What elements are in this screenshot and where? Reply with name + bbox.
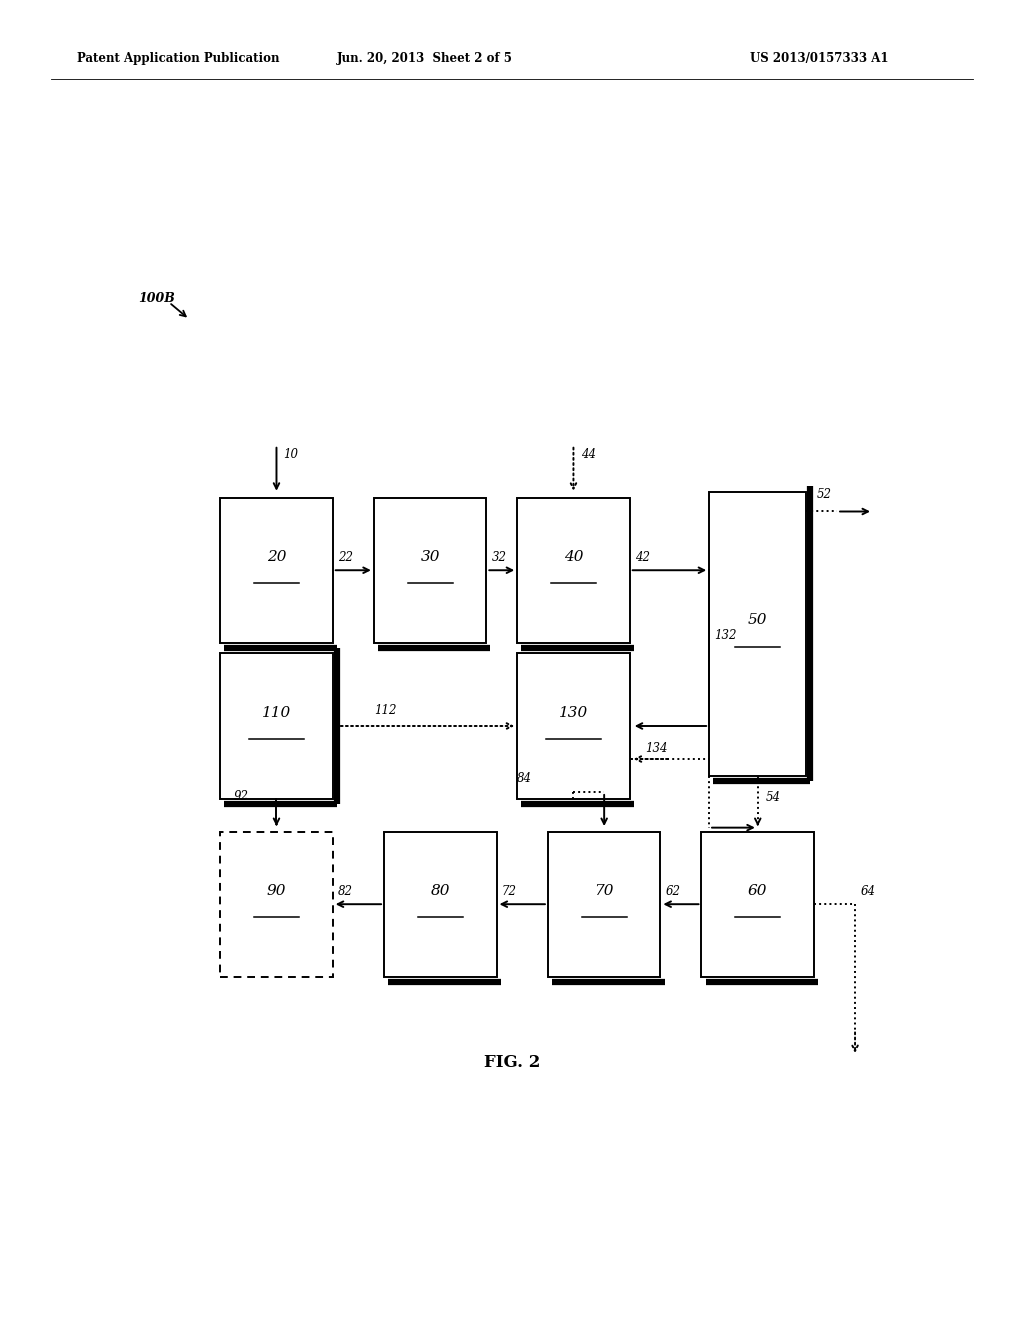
- Text: 42: 42: [635, 550, 650, 564]
- Text: 82: 82: [338, 884, 353, 898]
- Text: 112: 112: [374, 704, 396, 717]
- Text: 84: 84: [517, 772, 532, 785]
- Text: 44: 44: [581, 447, 596, 461]
- Text: FIG. 2: FIG. 2: [483, 1055, 541, 1071]
- Text: 32: 32: [492, 550, 507, 564]
- Text: Jun. 20, 2013  Sheet 2 of 5: Jun. 20, 2013 Sheet 2 of 5: [337, 51, 513, 65]
- Text: 50: 50: [748, 614, 768, 627]
- Text: 40: 40: [563, 550, 584, 564]
- Text: 54: 54: [766, 791, 781, 804]
- Bar: [517, 653, 630, 799]
- Text: 132: 132: [715, 628, 736, 642]
- Bar: [220, 832, 333, 977]
- Text: 10: 10: [284, 447, 299, 461]
- Bar: [384, 832, 497, 977]
- Text: 90: 90: [266, 884, 287, 898]
- Text: 30: 30: [420, 550, 440, 564]
- Bar: [220, 653, 333, 799]
- Text: 130: 130: [559, 706, 588, 719]
- Text: US 2013/0157333 A1: US 2013/0157333 A1: [750, 51, 889, 65]
- Text: 52: 52: [817, 488, 831, 500]
- Text: 110: 110: [262, 706, 291, 719]
- Text: 100B: 100B: [138, 292, 175, 305]
- Text: 62: 62: [666, 884, 681, 898]
- Text: Patent Application Publication: Patent Application Publication: [77, 51, 280, 65]
- Text: 72: 72: [502, 884, 517, 898]
- Bar: [220, 498, 333, 643]
- Text: 70: 70: [594, 884, 614, 898]
- Text: 134: 134: [645, 742, 668, 755]
- Text: 80: 80: [430, 884, 451, 898]
- Text: 22: 22: [338, 550, 353, 564]
- Bar: [517, 498, 630, 643]
- Bar: [374, 498, 486, 643]
- Bar: [701, 832, 814, 977]
- Text: 64: 64: [860, 884, 876, 898]
- Bar: [548, 832, 660, 977]
- Text: 60: 60: [748, 884, 768, 898]
- Bar: [709, 492, 807, 776]
- Text: 20: 20: [266, 550, 287, 564]
- Text: 92: 92: [233, 789, 249, 803]
